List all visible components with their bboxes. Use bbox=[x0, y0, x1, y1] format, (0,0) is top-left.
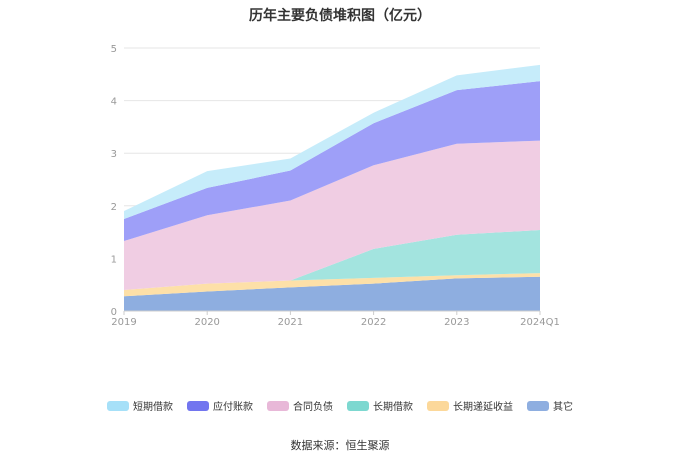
y-tick-label: 5 bbox=[111, 44, 117, 55]
axes: 0 1 2 3 4 5 2019 2020 2021 2022 2023 2024Q1 bbox=[111, 44, 560, 328]
chart-plot: 0 1 2 3 4 5 2019 2020 2021 2022 2023 2024Q1 bbox=[111, 44, 560, 328]
legend-swatch bbox=[527, 400, 549, 411]
x-tick-label: 2019 bbox=[111, 317, 136, 328]
legend-item[interactable]: 长期递延收益 bbox=[427, 398, 513, 413]
area-series-3 bbox=[124, 140, 540, 290]
legend-item[interactable]: 应付账款 bbox=[187, 398, 253, 413]
legend-label: 长期递延收益 bbox=[453, 402, 513, 413]
data-source: 数据来源：恒生聚源 bbox=[290, 439, 390, 452]
legend-label: 长期借款 bbox=[373, 402, 413, 413]
legend-label: 短期借款 bbox=[133, 402, 173, 413]
legend-swatch bbox=[107, 400, 129, 411]
legend-label: 合同负债 bbox=[293, 402, 333, 413]
y-tick-label: 1 bbox=[111, 254, 117, 265]
legend-swatch bbox=[347, 400, 369, 411]
x-tick-label: 2022 bbox=[361, 317, 386, 328]
y-tick-label: 3 bbox=[111, 149, 117, 160]
legend-swatch bbox=[267, 400, 289, 411]
legend-item[interactable]: 长期借款 bbox=[347, 398, 413, 413]
area-series-2 bbox=[124, 229, 540, 290]
x-tick-label: 2021 bbox=[278, 317, 303, 328]
area-series-5 bbox=[124, 64, 540, 219]
area-series-0 bbox=[124, 276, 540, 311]
y-tick-label: 4 bbox=[111, 97, 117, 108]
chart-title: 历年主要负债堆积图（亿元） bbox=[249, 8, 431, 24]
legend-label: 其它 bbox=[553, 402, 573, 413]
area-series-1 bbox=[124, 273, 540, 297]
legend-item[interactable]: 合同负债 bbox=[267, 398, 333, 413]
stacked-areas bbox=[124, 64, 540, 311]
legend-swatch bbox=[427, 400, 449, 411]
x-tick-label: 2024Q1 bbox=[520, 317, 560, 328]
area-series-4 bbox=[124, 81, 540, 242]
legend-item[interactable]: 其它 bbox=[527, 398, 573, 413]
y-tick-label: 0 bbox=[111, 307, 117, 318]
legend-item[interactable]: 短期借款 bbox=[107, 398, 173, 413]
x-tick-label: 2020 bbox=[194, 317, 219, 328]
x-tick-label: 2023 bbox=[444, 317, 469, 328]
legend-swatch bbox=[187, 400, 209, 411]
y-tick-label: 2 bbox=[111, 202, 117, 213]
legend: 短期借款 应付账款 合同负债 长期借款 长期递延收益 其它 bbox=[0, 398, 680, 413]
legend-label: 应付账款 bbox=[213, 402, 253, 413]
